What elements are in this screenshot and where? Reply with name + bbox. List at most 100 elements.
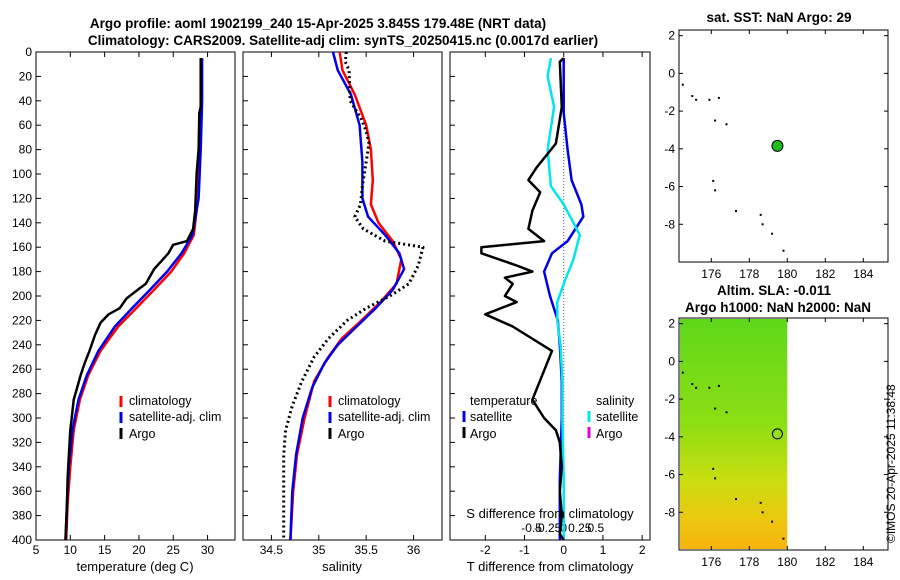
island-mark (735, 210, 737, 213)
island-mark (714, 477, 717, 480)
sst-map-panel: sat. SST: NaN Argo: 29 176 178 180 182 184 -8… (664, 10, 889, 281)
series-satellite-adj-clim (64, 58, 204, 540)
y-tick-label: 100 (12, 167, 32, 181)
x-tick-label: -2 (480, 543, 491, 557)
y-tick-label: -2 (664, 104, 675, 118)
island-mark (761, 511, 764, 514)
argo-position-marker (771, 139, 784, 152)
y-tick-label: 220 (12, 313, 32, 327)
x-tick-label: 180 (777, 267, 797, 281)
figure-title-line1: Argo profile: aoml 1902199_240 15-Apr-20… (90, 16, 546, 31)
sla-map-title-line2: Argo h1000: NaN h2000: NaN (685, 300, 871, 315)
s-tick-label: -0.5 (521, 521, 542, 535)
series-salinity-satellite (546, 57, 582, 540)
island-mark (782, 537, 785, 540)
island-mark (717, 384, 720, 387)
difference-ticks: -2 -1 0 1 2-0.5-0.25 0 0.250.5 (450, 51, 646, 557)
y-tick-label: -6 (664, 180, 675, 194)
temperature-xlabel: temperature (deg C) (76, 559, 193, 574)
s-tick-label: 0.25 (568, 521, 592, 535)
legend-temp-satellite-label: satellite (470, 410, 512, 424)
figure-title-line2: Climatology: CARS2009. Satellite-adj cli… (88, 33, 598, 48)
y-tick-label: 300 (12, 411, 32, 425)
y-tick-label: 20 (19, 69, 33, 83)
y-tick-label: 120 (12, 191, 32, 205)
temperature-lines (64, 58, 204, 540)
series-temperature-argo (480, 57, 565, 540)
x-tick-label: 30 (201, 543, 215, 557)
y-tick-label: 340 (12, 460, 32, 474)
salinity-panel: 34.5 35 35.5 36 salinity climatology satell… (242, 51, 443, 574)
legend-satellite-label: satellite-adj. clim (338, 410, 430, 424)
difference-lines (480, 52, 585, 540)
y-tick-label: -4 (664, 430, 675, 444)
y-tick-label: 2 (668, 317, 675, 331)
island-mark (735, 498, 737, 501)
temperature-legend: climatology satellite-adj. clim Argo (119, 394, 221, 441)
y-tick-label: -4 (664, 142, 675, 156)
y-tick-label: 0 (668, 354, 675, 368)
sst-map-ticks: 176 178 180 182 184 -8 -6 -4 -2 0 2 (664, 29, 888, 281)
y-tick-label: -6 (664, 468, 675, 482)
series-satellite-adj-clim (289, 52, 406, 540)
sla-map-panel: Altim. SLA: -0.011 Argo h1000: NaN h2000… (664, 283, 889, 569)
legend-temp-argo-label: Argo (470, 427, 496, 441)
island-mark (725, 123, 728, 126)
x-tick-label: 178 (739, 555, 759, 569)
sst-map-marks (681, 83, 785, 252)
y-tick-label: 200 (12, 289, 32, 303)
sla-map-marks (681, 371, 785, 540)
x-tick-label: 35.5 (355, 543, 379, 557)
island-mark (717, 96, 720, 99)
island-mark (771, 520, 774, 523)
island-mark (695, 386, 698, 389)
island-mark (782, 249, 785, 252)
island-mark (691, 95, 694, 98)
salinity-ticks: 34.5 35 35.5 36 (243, 51, 421, 557)
y-tick-label: 80 (19, 143, 33, 157)
x-tick-label: 0 (560, 543, 567, 557)
difference-legend: temperature satellite Argo salinity sate… (462, 394, 638, 441)
legend-climatology-label: climatology (129, 394, 192, 408)
x-tick-label: 25 (167, 543, 181, 557)
y-tick-label: 380 (12, 509, 32, 523)
salinity-xlabel: salinity (322, 559, 362, 574)
difference-panel: -2 -1 0 1 2-0.5-0.25 0 0.250.5 T difference fr… (449, 51, 651, 574)
y-tick-label: 280 (12, 387, 32, 401)
y-tick-label: 240 (12, 338, 32, 352)
legend-sal-satellite-label: satellite (596, 410, 638, 424)
legend-climatology-label: climatology (338, 394, 401, 408)
island-mark (681, 371, 684, 374)
sst-map-axes-box (678, 29, 889, 263)
copyright-label: ©IMOS 20-Apr-2025 11:38:48 (884, 384, 898, 543)
y-tick-label: 0 (25, 45, 32, 59)
x-tick-label: 5 (33, 543, 40, 557)
y-tick-label: 320 (12, 435, 32, 449)
salinity-difference-label: S difference from climatology (466, 506, 634, 521)
salinity-lines (282, 52, 425, 540)
island-mark (712, 467, 715, 470)
sla-heatmap-field (680, 319, 788, 549)
y-tick-label: 180 (12, 265, 32, 279)
island-mark (691, 383, 694, 386)
y-tick-label: 400 (12, 533, 32, 547)
sst-map-title: sat. SST: NaN Argo: 29 (706, 10, 851, 25)
legend-argo-label: Argo (129, 427, 155, 441)
x-tick-label: 180 (777, 555, 797, 569)
y-tick-label: 0 (668, 66, 675, 80)
temperature-axes-box (35, 51, 236, 541)
y-tick-label: 140 (12, 216, 32, 230)
y-tick-label: 360 (12, 484, 32, 498)
series-argo (64, 58, 202, 540)
y-tick-label: 40 (19, 94, 33, 108)
island-mark (771, 232, 774, 235)
y-tick-label: 160 (12, 240, 32, 254)
legend-sal-argo-label: Argo (596, 427, 622, 441)
s-tick-label: -0.25 (534, 521, 562, 535)
series-argo (282, 52, 425, 540)
y-tick-label: -2 (664, 392, 675, 406)
x-tick-label: 176 (701, 267, 721, 281)
salinity-legend: climatology satellite-adj. clim Argo (328, 394, 430, 441)
x-tick-label: 182 (815, 555, 835, 569)
